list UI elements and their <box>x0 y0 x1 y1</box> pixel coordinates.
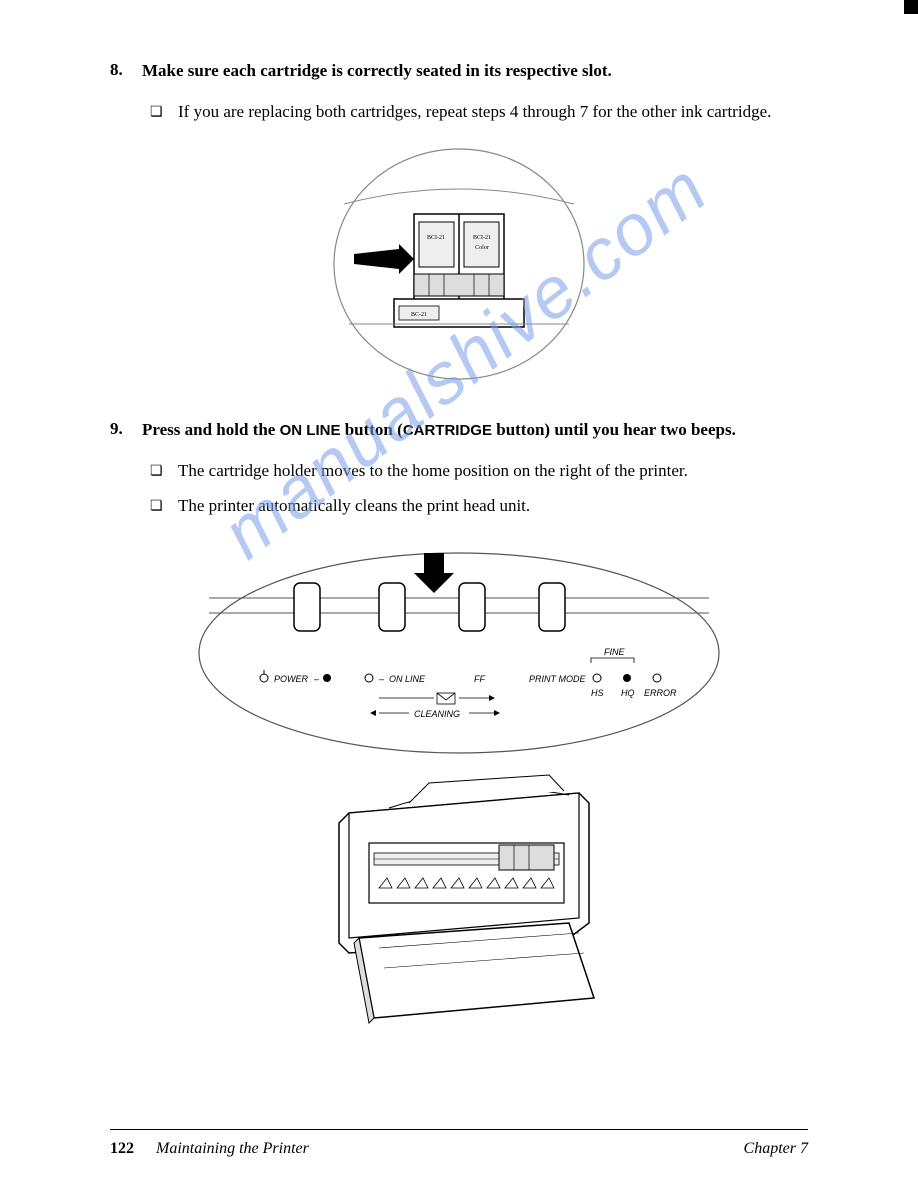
bullet-icon: ❏ <box>150 460 178 483</box>
step-8: 8. Make sure each cartridge is correctly… <box>110 60 808 83</box>
step-9-bullet-2-text: The printer automatically cleans the pri… <box>178 495 530 518</box>
step-8-bullet-1: ❏ If you are replacing both cartridges, … <box>150 101 808 124</box>
step-9-bullet-1: ❏ The cartridge holder moves to the home… <box>150 460 808 483</box>
label-ff: FF <box>474 674 485 684</box>
label-bci21: BCI-21 <box>427 235 445 241</box>
step-9: 9. Press and hold the ON LINE button (CA… <box>110 419 808 442</box>
svg-text:–: – <box>313 674 320 684</box>
step-9-b1: ON LINE <box>280 422 341 439</box>
label-online: ON LINE <box>389 674 426 684</box>
step-9-p1: Press and hold the <box>142 420 280 439</box>
label-power: POWER <box>274 674 309 684</box>
page-footer: 122 Maintaining the Printer Chapter 7 <box>110 1129 808 1158</box>
bullet-icon: ❏ <box>150 101 178 124</box>
section-name: Maintaining the Printer <box>156 1140 309 1157</box>
label-hq: HQ <box>621 688 635 698</box>
chapter-label: Chapter 7 <box>744 1140 808 1158</box>
label-hs: HS <box>591 688 604 698</box>
label-cleaning: CLEANING <box>414 709 460 719</box>
control-panel-illustration: POWER – – ON LINE FF PRINT MODE FINE HS … <box>179 538 739 1038</box>
step-9-b2: CARTRIDGE <box>403 422 492 439</box>
figure-cartridge: BCI-21 BCI-21 Color BC-21 <box>110 144 808 389</box>
label-fine: FINE <box>604 647 625 657</box>
page-corner <box>904 0 918 14</box>
step-8-bullet-1-text: If you are replacing both cartridges, re… <box>178 101 771 124</box>
step-8-number: 8. <box>110 60 142 83</box>
step-9-p2: button ( <box>340 420 402 439</box>
arrow-icon <box>354 244 414 274</box>
label-bci21-2: BCI-21 <box>473 235 491 241</box>
step-9-title: Press and hold the ON LINE button (CARTR… <box>142 419 736 442</box>
step-9-number: 9. <box>110 419 142 442</box>
label-bc21: BC-21 <box>411 312 427 318</box>
page-content: 8. Make sure each cartridge is correctly… <box>0 0 918 1123</box>
printer-body <box>339 775 594 1023</box>
step-9-bullet-2: ❏ The printer automatically cleans the p… <box>150 495 808 518</box>
label-color: Color <box>475 245 489 251</box>
footer-left: 122 Maintaining the Printer <box>110 1140 309 1158</box>
cartridge-illustration: BCI-21 BCI-21 Color BC-21 <box>319 144 599 384</box>
step-9-bullet-1-text: The cartridge holder moves to the home p… <box>178 460 688 483</box>
figure-control-panel: POWER – – ON LINE FF PRINT MODE FINE HS … <box>110 538 808 1043</box>
bullet-icon: ❏ <box>150 495 178 518</box>
step-9-p3: button) until you hear two beeps. <box>492 420 736 439</box>
label-error: ERROR <box>644 688 677 698</box>
page-number: 122 <box>110 1140 134 1157</box>
label-printmode: PRINT MODE <box>529 674 586 684</box>
step-8-title: Make sure each cartridge is correctly se… <box>142 60 612 83</box>
svg-text:–: – <box>378 674 385 684</box>
